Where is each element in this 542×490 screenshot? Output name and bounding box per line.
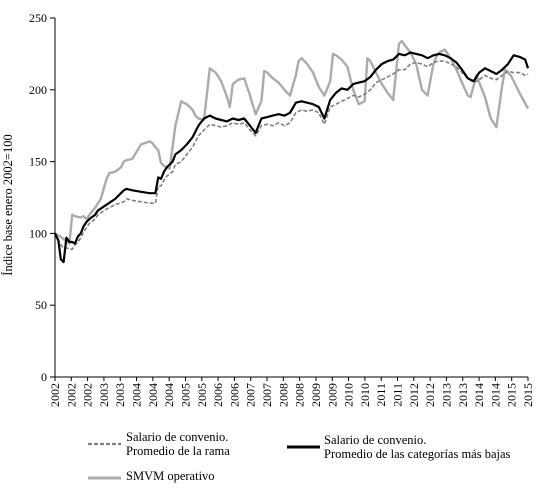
series-line-convenio-categorias-bajas xyxy=(54,51,530,264)
x-tick-label: 2012 xyxy=(407,383,421,407)
y-tick-label: 50 xyxy=(35,298,47,312)
y-tick-label: 0 xyxy=(41,370,47,384)
y-tick-label: 150 xyxy=(29,155,47,169)
x-tick-label: 2005 xyxy=(178,383,192,407)
x-tick-label: 2002 xyxy=(81,383,95,407)
x-tick-label: 2015 xyxy=(521,383,535,407)
x-tick-label: 2011 xyxy=(374,383,388,407)
x-tick-label: 2006 xyxy=(227,383,241,407)
x-tick-label: 2014 xyxy=(488,383,502,407)
x-tick-label: 2004 xyxy=(130,383,144,407)
x-tick-label: 2010 xyxy=(342,383,356,407)
x-tick-label: 2002 xyxy=(48,383,62,407)
x-tick-label: 2002 xyxy=(64,383,78,407)
y-tick-label: 100 xyxy=(29,226,47,240)
x-tick-label: 2008 xyxy=(276,383,290,407)
x-tick-label: 2003 xyxy=(97,383,111,407)
legend: Salario de convenio.Promedio de la ramaS… xyxy=(88,430,511,483)
y-axis-ticks: 0 50 100 150 200 250 xyxy=(29,11,55,384)
y-tick-label: 250 xyxy=(29,11,47,25)
x-tick-label: 2005 xyxy=(195,383,209,407)
series-line-convenio-rama xyxy=(54,60,529,250)
legend-label: SMVM operativo xyxy=(126,469,215,483)
plot-area xyxy=(54,39,530,264)
x-tick-label: 2007 xyxy=(244,383,258,407)
x-tick-label: 2012 xyxy=(423,383,437,407)
x-tick-label: 2004 xyxy=(162,383,176,407)
y-axis-title: Índice base enero 2002=100 xyxy=(1,134,15,275)
y-tick-label: 200 xyxy=(29,83,47,97)
chart-axes xyxy=(54,18,528,378)
x-tick-label: 2009 xyxy=(325,383,339,407)
x-tick-label: 2013 xyxy=(439,383,453,407)
x-tick-label: 2008 xyxy=(293,383,307,407)
x-tick-label: 2003 xyxy=(113,383,127,407)
legend-label: Salario de convenio. xyxy=(324,433,426,447)
x-tick-label: 2004 xyxy=(146,383,160,407)
legend-label: Salario de convenio. xyxy=(126,430,228,444)
x-tick-label: 2006 xyxy=(211,383,225,407)
x-tick-label: 2007 xyxy=(260,383,274,407)
x-tick-label: 2013 xyxy=(456,383,470,407)
x-tick-label: 2015 xyxy=(505,383,519,407)
x-tick-label: 2010 xyxy=(358,383,372,407)
x-axis-ticks: 2002 2002 2002 2003 2003 2004 2004 2004 2005 2005… xyxy=(48,377,535,407)
x-tick-label: 2009 xyxy=(309,383,323,407)
legend-label: Promedio de las categorías más bajas xyxy=(324,447,511,461)
x-tick-label: 2014 xyxy=(472,383,486,407)
x-tick-label: 2011 xyxy=(391,383,405,407)
series-line-smvm-operativo xyxy=(54,39,530,245)
legend-label: Promedio de la rama xyxy=(126,444,230,458)
